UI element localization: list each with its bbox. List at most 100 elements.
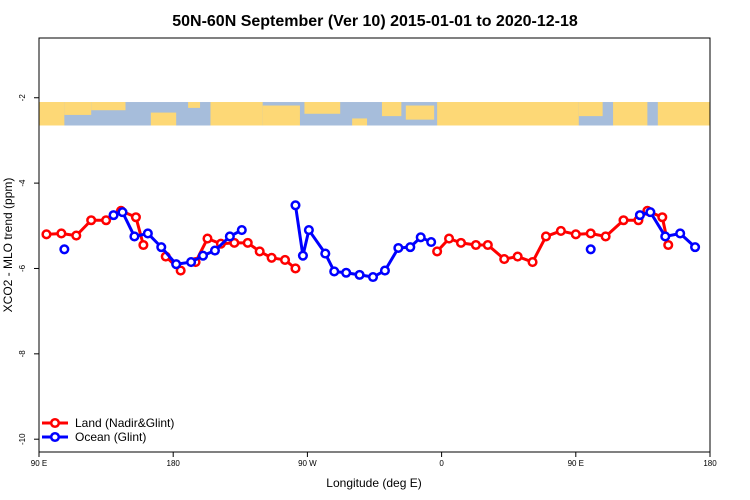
plot-frame [38, 37, 711, 453]
land-point-2-4 [242, 237, 253, 248]
land-mass-11 [437, 102, 579, 126]
land-point-3-0 [432, 246, 443, 257]
ocean-point-1-4 [156, 242, 167, 253]
ocean-point-4-2 [660, 231, 671, 242]
land-point-3-11 [585, 228, 596, 239]
legend-ocean-label: Ocean (Glint) [75, 430, 146, 444]
land-point-3-7 [527, 257, 538, 268]
land-point-0-2 [71, 230, 82, 241]
map-band-land [39, 102, 710, 126]
y-tick-label-4: -10 [18, 433, 27, 445]
ocean-point-2-10 [405, 242, 416, 253]
x-tick-label-3: 0 [439, 459, 444, 468]
x-tick-label-2: 90 W [298, 459, 317, 468]
ocean-point-1-8 [209, 245, 221, 256]
y-tick-label-0: -2 [18, 94, 27, 102]
ocean-point-2-0 [290, 200, 301, 211]
ocean-point-1-0 [108, 210, 119, 221]
land-point-3-1 [444, 233, 455, 244]
land-point-0-1 [56, 228, 67, 239]
land-point-3-9 [555, 225, 566, 236]
land-point-2-7 [279, 254, 291, 265]
land-point-3-2 [455, 237, 467, 248]
land-mass-1 [64, 102, 92, 115]
land-point-0-7 [138, 239, 149, 251]
x-axis: 90 E 180 90 W 0 90 E 180 [31, 452, 717, 468]
x-tick-label-5: 180 [703, 459, 717, 468]
land-point-0-6 [130, 212, 141, 223]
ocean-point-4-1 [645, 207, 656, 218]
legend-land-marker [49, 417, 61, 429]
land-mass-6 [262, 105, 300, 126]
x-tick-label-0: 90 E [31, 459, 47, 468]
land-point-2-1 [202, 233, 213, 244]
y-tick-label-2: -6 [18, 264, 27, 272]
ocean-point-1-2 [129, 231, 140, 242]
land-line-segment-3 [436, 209, 670, 264]
land-point-3-5 [499, 254, 510, 265]
land-point-2-8 [290, 263, 301, 274]
land-point-2-6 [266, 252, 277, 263]
land-point-3-16 [657, 212, 668, 223]
ocean-point-1-10 [236, 225, 247, 236]
legend-land-label: Land (Nadir&Glint) [75, 416, 174, 430]
ocean-line-segment-2 [293, 205, 432, 279]
ocean-point-2-4 [329, 266, 340, 277]
ocean-point-3-0 [585, 244, 596, 255]
land-point-3-13 [618, 215, 629, 226]
ocean-point-2-1 [297, 250, 308, 261]
ocean-point-2-5 [341, 267, 352, 278]
ocean-point-1-1 [117, 207, 128, 218]
land-mass-3 [150, 112, 177, 126]
y-axis-label: XCO2 - MLO trend (ppm) [1, 178, 15, 313]
ocean-point-2-3 [320, 248, 331, 259]
land-point-2-3 [229, 237, 240, 248]
legend: Land (Nadir&Glint) Ocean (Glint) [42, 416, 174, 444]
land-point-3-3 [470, 239, 481, 251]
x-tick-label-4: 90 E [568, 459, 584, 468]
land-mass-0 [39, 102, 65, 126]
ocean-point-1-6 [186, 257, 197, 268]
land-mass-7 [304, 102, 341, 114]
land-point-0-3 [86, 215, 97, 226]
ocean-point-2-7 [367, 271, 379, 283]
land-mass-9 [381, 102, 402, 117]
ocean-point-2-11 [415, 232, 426, 243]
land-point-3-6 [512, 251, 523, 262]
land-mass-10 [405, 105, 435, 120]
land-mass-4 [188, 102, 201, 108]
ocean-point-2-2 [303, 225, 314, 236]
ocean-point-1-5 [171, 259, 182, 270]
x-tick-label-1: 180 [167, 459, 181, 468]
land-mass-5 [210, 102, 263, 126]
land-point-3-10 [570, 229, 581, 240]
map-band [39, 102, 710, 126]
ocean-point-2-6 [354, 269, 365, 280]
series-layer [41, 200, 701, 283]
land-point-3-12 [600, 231, 611, 242]
ocean-point-4-0 [634, 210, 645, 221]
legend-ocean-marker [49, 431, 61, 443]
ocean-point-2-9 [393, 242, 404, 254]
ocean-point-4-3 [675, 228, 686, 239]
ocean-point-0-0 [59, 244, 70, 255]
land-mass-2 [91, 102, 126, 111]
land-mass-12 [578, 102, 603, 117]
ocean-point-1-3 [142, 228, 153, 239]
y-axis: -2 -4 -6 -8 -10 [18, 94, 39, 445]
x-axis-label: Longitude (deg E) [326, 476, 421, 490]
ocean-point-1-9 [224, 231, 235, 242]
ocean-point-4-4 [690, 242, 701, 253]
chart-title: 50N-60N September (Ver 10) 2015-01-01 to… [172, 13, 578, 30]
y-tick-label-1: -4 [18, 179, 27, 187]
land-point-0-0 [41, 229, 52, 240]
land-mass-8 [352, 118, 368, 126]
land-mass-13 [613, 102, 648, 126]
land-mass-14 [657, 102, 710, 126]
land-point-2-5 [254, 246, 265, 257]
land-point-3-4 [482, 239, 493, 251]
map-band-ocean [39, 102, 710, 126]
ocean-point-2-12 [426, 236, 437, 248]
land-point-3-17 [663, 239, 674, 251]
